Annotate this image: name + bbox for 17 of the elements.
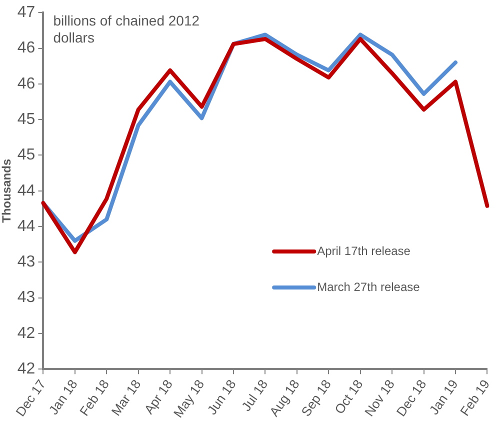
y-axis-title: Thousands: [0, 158, 14, 223]
y-tick-label: 44: [17, 218, 36, 235]
y-tick-label: 45: [17, 110, 36, 128]
y-tick-label: 45: [17, 146, 36, 164]
y-tick-label: 42: [17, 324, 36, 342]
y-tick-label: 42: [17, 360, 36, 378]
y-tick-label: 43: [17, 289, 36, 306]
y-tick-label: 47: [17, 4, 36, 22]
legend-label: April 17th release: [317, 244, 411, 258]
y-tick-label: 46: [17, 75, 36, 92]
x-tick-label: Jul 18: [238, 376, 271, 414]
legend-label: March 27th release: [317, 280, 420, 294]
annotation: billions of chained 2012 dollars: [53, 12, 200, 46]
y-tick-label: 43: [17, 254, 36, 271]
x-tick-label: Jun 18: [204, 376, 239, 418]
y-tick-label: 44: [17, 182, 36, 200]
y-tick-label: 46: [17, 40, 36, 57]
